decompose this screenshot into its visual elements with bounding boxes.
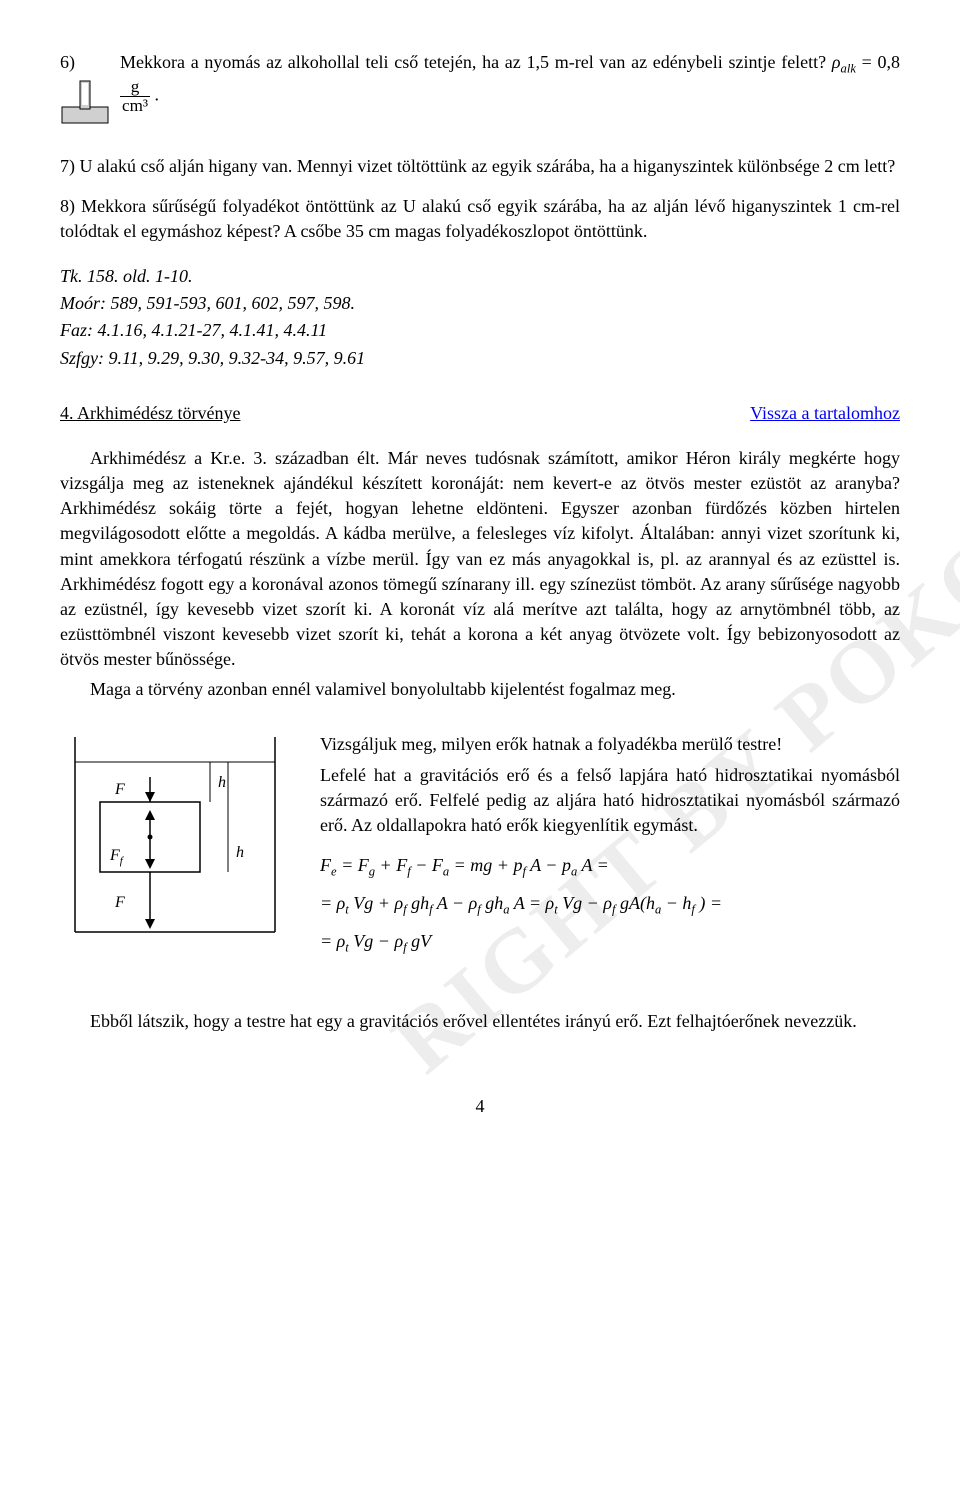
- q6-rho: ρ: [832, 52, 841, 72]
- eq2cs: f: [429, 902, 433, 916]
- eq2fs: t: [554, 902, 558, 916]
- eq1as: e: [331, 864, 337, 878]
- eq1fs: a: [571, 864, 577, 878]
- force-diagram: h h F Ff F: [60, 732, 290, 979]
- eq1cs: f: [407, 864, 411, 878]
- eq1bs: g: [369, 864, 375, 878]
- eq1e: = mg + p: [454, 855, 523, 875]
- q6-frac: gcm³: [120, 78, 150, 115]
- eq3as: t: [345, 941, 349, 955]
- eq2gs: f: [612, 902, 616, 916]
- force-intro: Vizsgáljuk meg, milyen erők hatnak a fol…: [320, 732, 900, 757]
- eq2c: gh: [411, 893, 429, 913]
- buoyancy-diagram-icon: h h F Ff F: [60, 732, 290, 972]
- q6-g-top: g: [120, 78, 150, 97]
- eq3c: gV: [411, 931, 431, 951]
- references: Tk. 158. old. 1-10. Moór: 589, 591-593, …: [60, 264, 900, 371]
- ref-moor: Moór: 589, 591-593, 601, 602, 597, 598.: [60, 291, 900, 316]
- F-bot-label: F: [114, 894, 125, 911]
- tube-vessel-icon: [60, 79, 110, 129]
- eq2as: t: [345, 902, 349, 916]
- eq2is: f: [691, 902, 695, 916]
- eq2ds: f: [477, 902, 481, 916]
- eq1d: − F: [415, 855, 443, 875]
- q6-text: Mekkora a nyomás az alkohollal teli cső …: [120, 50, 900, 115]
- section-header: 4. Arkhimédész törvénye Vissza a tartalo…: [60, 401, 900, 426]
- force-block: h h F Ff F Vizsgálj: [60, 732, 900, 979]
- eq2es: a: [503, 902, 509, 916]
- eq1ds: a: [443, 864, 449, 878]
- eq1a: F: [320, 855, 331, 875]
- ref-tk: Tk. 158. old. 1-10.: [60, 264, 900, 289]
- eq2bs: f: [403, 902, 407, 916]
- story-paragraph: Arkhimédész a Kr.e. 3. században élt. Má…: [60, 446, 900, 673]
- equation-line-1: Fe = Fg + Ff − Fa = mg + pf A − pa A =: [320, 853, 900, 881]
- ref-szfgy: Szfgy: 9.11, 9.29, 9.30, 9.32-34, 9.57, …: [60, 346, 900, 371]
- equation-line-3: = ρt Vg − ρf gV: [320, 929, 900, 957]
- page-number: 4: [60, 1094, 900, 1119]
- eq1es: f: [522, 864, 526, 878]
- q6-g-bot: cm³: [120, 97, 150, 115]
- story-paragraph-2: Maga a törvény azonban ennél valamivel b…: [60, 677, 900, 702]
- eq2g: Vg − ρ: [562, 893, 612, 913]
- q6-rho-sub: alk: [841, 62, 856, 76]
- question-8: 8) Mekkora sűrűségű folyadékot öntöttünk…: [60, 194, 900, 244]
- question-7: 7) U alakú cső alján higany van. Mennyi …: [60, 154, 900, 179]
- eq2hs: a: [655, 902, 661, 916]
- equation-line-2: = ρt Vg + ρf ghf A − ρf gha A = ρt Vg − …: [320, 891, 900, 919]
- eq3bs: f: [403, 941, 407, 955]
- Ff-label: Ff: [109, 847, 125, 867]
- q6-eq: = 0,8: [862, 52, 900, 72]
- back-to-contents-link[interactable]: Vissza a tartalomhoz: [750, 401, 900, 426]
- eq2d: A − ρ: [437, 893, 477, 913]
- page-content: 6) Mekkora a nyomás az alkohollal teli c…: [60, 50, 900, 1119]
- eq1c: + F: [380, 855, 408, 875]
- eq2a: = ρ: [320, 893, 345, 913]
- q6-text-pre: Mekkora a nyomás az alkohollal teli cső …: [120, 52, 832, 72]
- eq2b: Vg + ρ: [353, 893, 403, 913]
- q6-label: 6): [60, 50, 120, 75]
- closing-paragraph: Ebből látszik, hogy a testre hat egy a g…: [60, 1009, 900, 1034]
- eq2f: A = ρ: [514, 893, 554, 913]
- force-text: Vizsgáljuk meg, milyen erők hatnak a fol…: [320, 732, 900, 961]
- q6-period: .: [155, 85, 160, 105]
- eq2e: gh: [485, 893, 503, 913]
- ref-faz: Faz: 4.1.16, 4.1.21-27, 4.1.41, 4.4.11: [60, 318, 900, 343]
- F-top-label: F: [114, 781, 125, 798]
- q6-diagram: 6): [60, 50, 120, 136]
- question-6: 6) Mekkora a nyomás az alkohollal teli c…: [60, 50, 900, 136]
- eq1g: A =: [581, 855, 608, 875]
- eq2j: ) =: [699, 893, 722, 913]
- eq3b: Vg − ρ: [353, 931, 403, 951]
- eq2i: − h: [666, 893, 692, 913]
- h2-label: h: [236, 844, 244, 861]
- eq3a: = ρ: [320, 931, 345, 951]
- h1-label: h: [218, 774, 226, 791]
- eq1f: A − p: [530, 855, 571, 875]
- eq1b: = F: [341, 855, 369, 875]
- section-title: 4. Arkhimédész törvénye: [60, 401, 240, 426]
- eq2h: gA(h: [620, 893, 655, 913]
- force-desc: Lefelé hat a gravitációs erő és a felső …: [320, 763, 900, 839]
